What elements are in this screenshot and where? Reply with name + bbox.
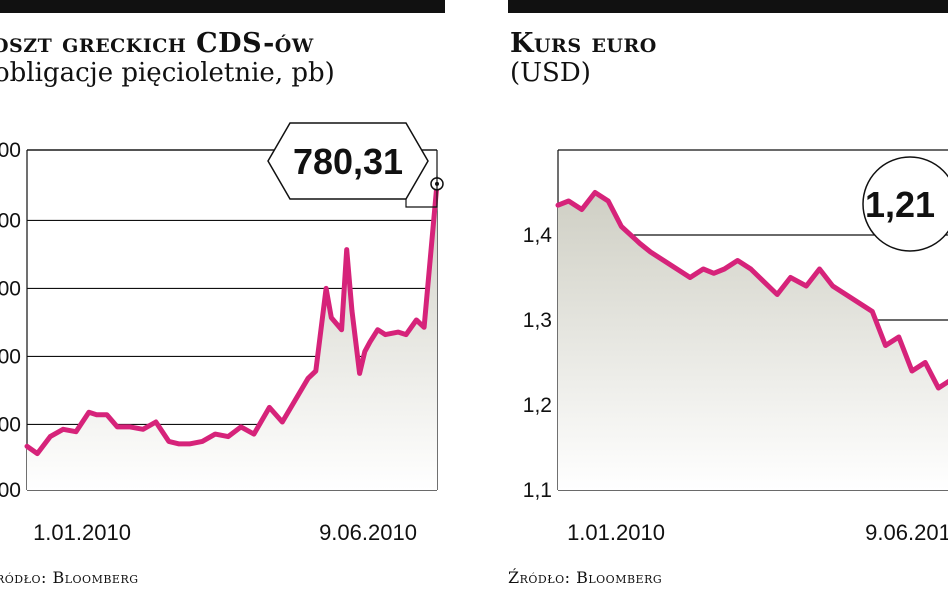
eur-usd-line-chart: 1,4 1,3 1,2 1,1 1.01.2010 9.06.201 1,21 [523, 149, 948, 545]
value-callout-box [267, 122, 429, 200]
x-tick-label: 9.06.2010 [319, 520, 417, 545]
chart-subtitle: obligacje pięcioletnie, pb) [0, 58, 335, 88]
callout-leader [405, 175, 438, 208]
series-line [24, 181, 440, 457]
cds-chart-panel: oszt greckich CDS-ów obligacje pięciolet… [0, 0, 445, 593]
y-tick-label: 000 [0, 277, 21, 300]
chart-subtitle: (USD) [510, 58, 591, 88]
area-fill [558, 192, 948, 490]
y-tick-label: 1,1 [523, 479, 552, 502]
chart-title: Kurs euro [510, 28, 657, 59]
y-tick-label: 000 [0, 413, 21, 436]
value-callout-label: 1,21 [865, 184, 935, 225]
y-tick-label: 1,3 [523, 309, 552, 332]
series-line [555, 190, 948, 391]
y-tick-label: 000 [0, 479, 21, 502]
value-callout-label: 780,31 [293, 141, 403, 182]
eur-usd-chart-panel: Kurs euro (USD) 1,4 1,3 1,2 1,1 1.01.2010 9.0… [508, 0, 948, 593]
area-fill [27, 183, 437, 491]
x-tick-label: 1.01.2010 [33, 520, 131, 545]
chart-title: oszt greckich CDS-ów [0, 28, 314, 59]
panel-top-bar [508, 0, 948, 13]
y-tick-label: 1,2 [523, 394, 552, 417]
x-tick-label: 9.06.201 [865, 520, 948, 545]
y-tick-label: 000 [0, 345, 21, 368]
cds-line-chart: 000 000 000 000 000 000 1.01.2010 9.06.2010 780,… [0, 122, 444, 545]
source-note: Źródło: Bloomberg [508, 568, 663, 587]
x-tick-label: 1.01.2010 [567, 520, 665, 545]
y-tick-label: 000 [0, 139, 21, 162]
value-callout-circle [862, 156, 948, 252]
y-tick-label: 000 [0, 209, 21, 232]
panel-top-bar [0, 0, 445, 13]
y-tick-label: 1,4 [523, 224, 553, 247]
source-note: ródło: Bloomberg [0, 568, 139, 587]
